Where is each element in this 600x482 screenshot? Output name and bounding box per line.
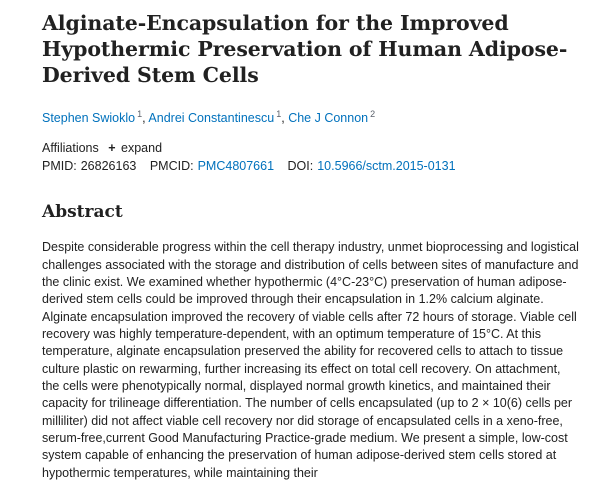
author-list: Stephen Swioklo 1, Andrei Constantinescu 1… — [42, 106, 582, 126]
author-link-connon[interactable]: Che J Connon 2 — [288, 109, 376, 126]
author-separator: , — [142, 111, 146, 126]
author-name: Che J Connon — [288, 111, 369, 126]
author-name: Andrei Constantinescu — [148, 111, 275, 126]
affiliation-number[interactable]: 1 — [137, 109, 143, 119]
article-page: Alginate-Encapsulation for the Improved … — [42, 0, 582, 482]
pmid-value: 26826163 — [80, 159, 137, 174]
affiliations-label: Affiliations — [42, 141, 99, 156]
pmid-label: PMID: — [42, 159, 77, 174]
affiliations-expand-button[interactable]: + expand — [108, 141, 162, 155]
pmcid-link[interactable]: PMC4807661 — [197, 159, 275, 174]
article-title: Alginate-Encapsulation for the Improved … — [42, 11, 568, 87]
author-link-swioklo[interactable]: Stephen Swioklo 1 — [42, 109, 143, 126]
pmcid-label: PMCID: — [149, 159, 194, 174]
author-link-constantinescu[interactable]: Andrei Constantinescu 1 — [148, 109, 282, 126]
abstract-heading: Abstract — [42, 202, 123, 223]
expand-label: expand — [121, 141, 163, 156]
author-name: Stephen Swioklo — [42, 111, 136, 126]
author-separator: , — [281, 111, 285, 126]
plus-icon: + — [108, 141, 116, 156]
doi-link[interactable]: 10.5966/sctm.2015-0131 — [317, 159, 456, 174]
affiliation-number[interactable]: 2 — [370, 109, 376, 119]
doi-label: DOI: — [287, 159, 314, 174]
abstract-text: Despite considerable progress within the… — [42, 240, 579, 480]
article-identifiers: PMID: 26826163 PMCID: PMC4807661 DOI: 10.59… — [42, 158, 582, 174]
affiliations-row: Affiliations + expand — [42, 140, 582, 156]
affiliation-number[interactable]: 1 — [276, 109, 282, 119]
